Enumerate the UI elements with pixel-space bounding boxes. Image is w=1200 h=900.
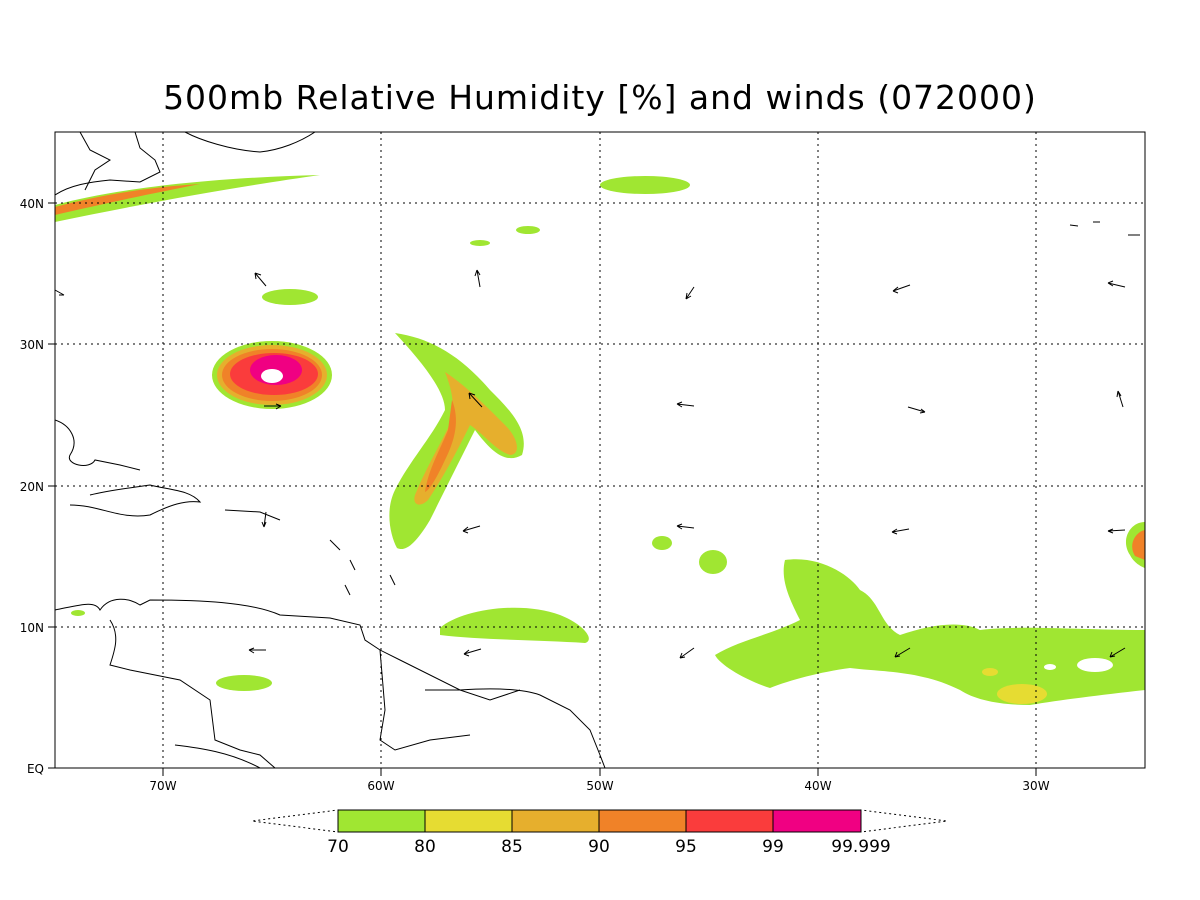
lon-label-60w: 60W [367,779,394,793]
colorbar-low-triangle [251,809,339,833]
colorbar-swatch-95-99 [685,809,774,833]
colorbar-label-99999: 99.999 [831,837,890,857]
map-title: 500mb Relative Humidity [%] and winds (0… [163,78,1037,117]
lat-label-40n: 40N [20,197,44,211]
colorbar-swatch-80-85 [424,809,513,833]
lon-label-30w: 30W [1022,779,1049,793]
tick-marks [48,202,1037,776]
colorbar-label-90: 90 [588,837,610,857]
colorbar-label-99: 99 [762,837,784,857]
grid-lines [55,132,1145,768]
colorbar-label-95: 95 [675,837,697,857]
colorbar-swatch-70-80 [337,809,426,833]
wind-vectors [54,221,1140,659]
colorbar: 70 80 85 90 95 99 99.999 [251,809,948,857]
colorbar-high-triangle [860,809,948,833]
lat-label-20n: 20N [20,480,44,494]
colorbar-label-70: 70 [327,837,349,857]
humidity-field [55,175,1145,705]
colorbar-label-85: 85 [501,837,523,857]
lon-label-50w: 50W [586,779,613,793]
colorbar-swatch-85-90 [511,809,600,833]
lat-label-10n: 10N [20,621,44,635]
lat-label-eq: EQ [27,762,44,776]
lat-label-30n: 30N [20,338,44,352]
coastlines [55,132,606,768]
colorbar-swatch-90-95 [598,809,687,833]
lon-label-70w: 70W [149,779,176,793]
lon-label-40w: 40W [804,779,831,793]
colorbar-label-80: 80 [414,837,436,857]
colorbar-swatch-99-99999 [772,809,862,833]
